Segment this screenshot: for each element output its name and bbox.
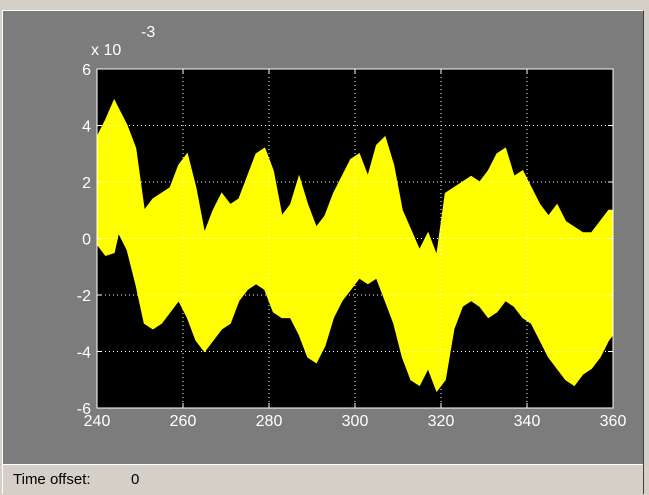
x-tick-label: 260 bbox=[170, 413, 197, 430]
y-exponent-label: x 10 bbox=[91, 42, 121, 59]
x-tick-label: 240 bbox=[84, 413, 111, 430]
y-tick-label: 6 bbox=[82, 62, 91, 79]
x-tick-label: 300 bbox=[342, 413, 369, 430]
x-tick-label: 280 bbox=[256, 413, 283, 430]
time-offset-value: 0 bbox=[131, 471, 140, 488]
scope-panel: 240 260 280 300 320 340 360 6 4 2 0 -2 -4 -6 x 10 -3 Ti… bbox=[2, 10, 644, 495]
y-tick-label: 2 bbox=[82, 175, 91, 192]
y-tick-label: -4 bbox=[77, 345, 91, 362]
x-tick-label: 340 bbox=[514, 413, 541, 430]
scope-plot: 240 260 280 300 320 340 360 6 4 2 0 -2 -4 -6 x 10 -3 bbox=[77, 24, 627, 430]
x-tick-label: 320 bbox=[428, 413, 455, 430]
axes-group: 240 260 280 300 320 340 360 6 4 2 0 -2 -4 -6 x 10 -3 bbox=[77, 24, 627, 430]
y-tick-label: 0 bbox=[82, 232, 91, 249]
time-offset-label: Time offset: bbox=[13, 471, 91, 488]
y-tick-label: -2 bbox=[77, 288, 91, 305]
y-tick-label: -6 bbox=[77, 401, 91, 418]
y-exponent-power: -3 bbox=[141, 24, 155, 41]
y-tick-label: 4 bbox=[82, 119, 91, 136]
status-bar: Time offset: 0 bbox=[3, 464, 643, 495]
x-tick-label: 360 bbox=[600, 413, 627, 430]
